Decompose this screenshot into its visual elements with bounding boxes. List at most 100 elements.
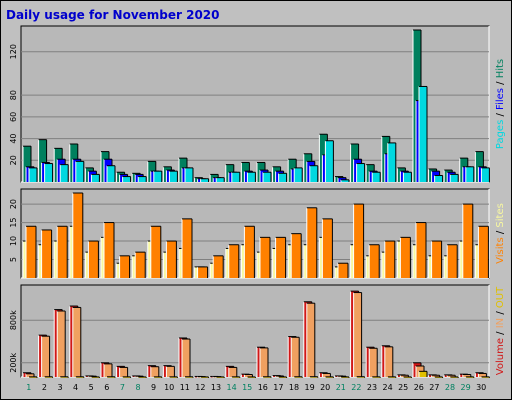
- visits-panel-bar-visits-day-18: [291, 233, 302, 278]
- hits-panel-bar-pages-day-1: [29, 167, 37, 182]
- day-label-12: 12: [195, 383, 205, 392]
- visits-panel-legend-label: Visits / Sites: [495, 203, 506, 264]
- day-labels: 1 2 3 4 5 6 7 8 9 10 11 12 13 14 15 16 17 18 19 20 21 22 23 24 2…: [26, 383, 486, 392]
- visits-panel-bar-visits-day-22: [353, 204, 364, 278]
- day-label-15: 15: [242, 383, 252, 392]
- hits-panel-bar-hits-day-1: [23, 146, 31, 182]
- hits-panel-bar-pages-day-18: [294, 167, 303, 182]
- hits-panel-legend-part: Pages: [495, 120, 506, 149]
- day-label-2: 2: [42, 383, 47, 392]
- hits-panel-legend-label: Pages / Files / Hits: [495, 59, 506, 149]
- day-label-5: 5: [89, 383, 94, 392]
- volume-panel-plot-area: [20, 284, 490, 378]
- visits-panel-bar-visits-day-19: [306, 207, 317, 278]
- hits-panel-tick-label: 60: [9, 112, 18, 122]
- day-label-1: 1: [26, 383, 31, 392]
- day-label-7: 7: [120, 383, 125, 392]
- visits-panel-bar-visits-day-30: [478, 226, 489, 278]
- day-label-26: 26: [414, 383, 424, 392]
- day-label-29: 29: [461, 383, 471, 392]
- hits-panel-bar-pages-day-15: [247, 172, 256, 182]
- visits-panel-bar-visits-day-20: [322, 218, 333, 278]
- hits-panel-tick-label: 40: [9, 133, 18, 143]
- hits-panel-bar-pages-day-16: [263, 172, 271, 182]
- hits-panel-legend-part: Hits: [495, 59, 506, 78]
- day-label-6: 6: [104, 383, 109, 392]
- visits-panel-bar-visits-day-7: [119, 255, 130, 278]
- volume-panel-bar-in-day-7: [119, 367, 128, 377]
- hits-panel-legend-part: Files: [495, 88, 506, 110]
- visits-panel-bar-visits-day-17: [275, 237, 286, 278]
- hits-panel-bar-pages-day-10: [169, 171, 178, 182]
- hits-panel-bar-hits-day-2: [38, 139, 47, 182]
- day-label-21: 21: [336, 383, 346, 392]
- hits-panel-bar-pages-day-12: [200, 178, 209, 182]
- visits-panel-bar-visits-day-14: [228, 244, 239, 278]
- chart-title: Daily usage for November 2020: [6, 8, 220, 22]
- visits-panel-bar-visits-day-5: [88, 241, 99, 278]
- volume-panel-bar-in-day-24: [384, 346, 393, 377]
- visits-panel-legend-part: /: [495, 228, 506, 238]
- volume-panel-legend-label: Volume / IN / OUT: [495, 286, 506, 375]
- volume-panel-tick-label: 200k: [9, 352, 18, 372]
- visits-panel: 5 10 15 20 Visits / Sites: [9, 188, 506, 279]
- visits-panel-tick-label: 15: [9, 217, 18, 227]
- day-label-18: 18: [289, 383, 299, 392]
- volume-panel-bar-in-day-28: [447, 375, 456, 377]
- hits-panel-bar-pages-day-2: [44, 163, 53, 182]
- hits-panel-bar-pages-day-27: [434, 175, 443, 182]
- hits-panel-tick-label: 20: [9, 155, 18, 165]
- hits-panel-bar-pages-day-17: [278, 173, 287, 182]
- day-label-14: 14: [227, 383, 237, 392]
- day-label-11: 11: [180, 383, 190, 392]
- hits-panel: 20 40 60 80 120 Pages / Files / Hits: [9, 25, 506, 183]
- volume-panel-bar-in-day-2: [41, 336, 50, 377]
- volume-panel-legend-part: /: [495, 328, 506, 338]
- day-label-22: 22: [351, 383, 361, 392]
- visits-panel-bar-visits-day-12: [197, 266, 208, 278]
- day-label-16: 16: [258, 383, 268, 392]
- visits-panel-bar-visits-day-3: [57, 226, 68, 278]
- volume-panel-legend-part: /: [495, 308, 506, 318]
- visits-panel-bar-visits-day-8: [135, 252, 146, 278]
- volume-panel-bar-in-day-23: [369, 348, 378, 377]
- hits-panel-bar-pages-day-19: [309, 165, 318, 182]
- hits-panel-legend-part: /: [495, 110, 506, 120]
- volume-panel-legend-part: Volume: [495, 338, 506, 375]
- volume-panel-bar-in-day-27: [431, 375, 440, 377]
- hits-panel-bar-pages-day-30: [481, 167, 490, 182]
- volume-panel-bar-in-day-3: [57, 311, 66, 377]
- hits-panel-bar-pages-day-7: [122, 176, 131, 182]
- visits-panel-tick-label: 20: [9, 199, 18, 209]
- hits-panel-bar-pages-day-3: [60, 164, 69, 182]
- hits-panel-bar-pages-day-14: [231, 172, 240, 182]
- hits-panel-bar-pages-day-6: [107, 165, 115, 182]
- volume-panel-bar-in-day-22: [353, 292, 362, 377]
- visits-panel-bar-visits-day-29: [462, 204, 473, 278]
- day-label-8: 8: [135, 383, 140, 392]
- visits-panel-bar-visits-day-21: [338, 263, 348, 278]
- volume-panel-bar-in-day-30: [478, 373, 487, 377]
- visits-panel-legend-part: Sites: [495, 203, 506, 227]
- hits-panel-bar-pages-day-28: [450, 174, 459, 182]
- visits-panel-bar-visits-day-16: [260, 237, 270, 278]
- hits-panel-bar-pages-day-8: [138, 176, 147, 182]
- volume-panel-tick-label: 800k: [9, 310, 18, 330]
- volume-panel-bar-in-day-16: [260, 347, 268, 377]
- visits-panel-bar-visits-day-27: [431, 241, 442, 278]
- hits-panel-bar-pages-day-11: [185, 167, 193, 182]
- visits-panel-legend-part: Visits: [495, 237, 506, 264]
- visits-panel-bar-visits-day-24: [384, 241, 395, 278]
- day-label-27: 27: [429, 383, 439, 392]
- day-label-10: 10: [164, 383, 174, 392]
- visits-panel-bar-visits-day-4: [72, 193, 83, 278]
- volume-panel-bar-in-day-10: [166, 366, 175, 377]
- day-label-4: 4: [73, 383, 78, 392]
- visits-panel-bar-visits-day-23: [369, 244, 380, 278]
- volume-panel-legend-part: IN: [495, 318, 506, 328]
- visits-panel-bar-visits-day-9: [150, 226, 161, 278]
- chart-panels: 20 40 60 80 120 Pages / Files / Hits 5 10 15 20 Vi…: [9, 25, 506, 378]
- hits-panel-bar-pages-day-29: [465, 166, 474, 182]
